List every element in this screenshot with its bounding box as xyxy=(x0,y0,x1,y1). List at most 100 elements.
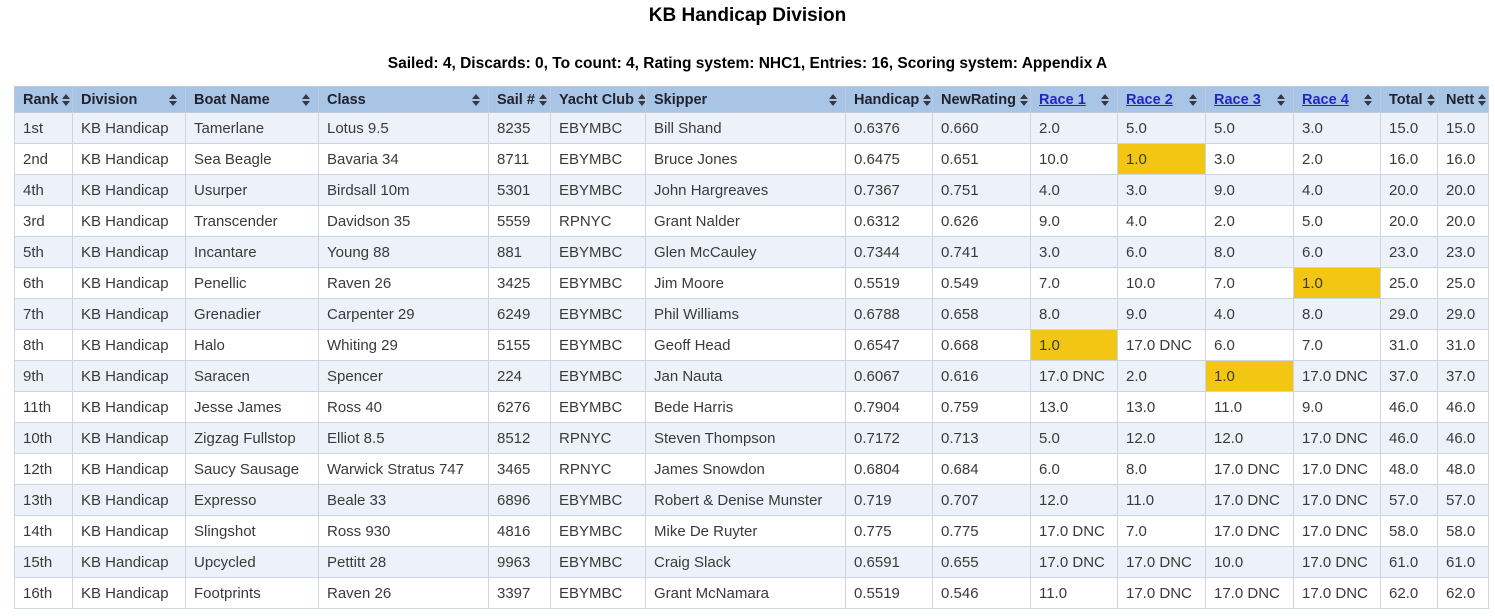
cell-boat_name: Slingshot xyxy=(185,515,319,547)
race4-link[interactable]: Race 4 xyxy=(1302,91,1349,108)
sort-arrows-icon[interactable] xyxy=(538,93,547,106)
sort-arrows-icon[interactable] xyxy=(1277,93,1285,106)
cell-sail_no: 5301 xyxy=(488,174,551,206)
table-row: 11th KB Handicap Jesse James Ross 40 6276 EBY… xyxy=(14,391,1489,423)
sort-arrows-icon[interactable] xyxy=(1101,93,1109,106)
cell-race4: 7.0 xyxy=(1293,329,1381,361)
cell-rank: 14th xyxy=(14,515,73,547)
cell-sail_no: 3425 xyxy=(488,267,551,299)
cell-new_rating: 0.658 xyxy=(932,298,1031,330)
cell-new_rating: 0.668 xyxy=(932,329,1031,361)
cell-rank: 2nd xyxy=(14,143,73,175)
column-header-boat_class[interactable]: Class xyxy=(318,86,489,113)
cell-race2: 8.0 xyxy=(1117,453,1206,485)
cell-race4: 17.0 DNC xyxy=(1293,484,1381,516)
cell-nett: 37.0 xyxy=(1437,360,1489,392)
column-label-yacht_club: Yacht Club xyxy=(559,91,634,108)
column-header-yacht_club[interactable]: Yacht Club xyxy=(550,86,646,113)
page-title: KB Handicap Division xyxy=(648,5,847,26)
cell-total: 62.0 xyxy=(1380,577,1438,609)
column-header-boat_name[interactable]: Boat Name xyxy=(185,86,319,113)
column-label-boat_name: Boat Name xyxy=(194,91,270,108)
cell-race1: 13.0 xyxy=(1030,391,1118,423)
cell-boat_class: Bavaria 34 xyxy=(318,143,489,175)
sort-arrows-icon[interactable] xyxy=(62,93,71,106)
column-header-race3[interactable]: Race 3 xyxy=(1205,86,1294,113)
sort-arrows-icon[interactable] xyxy=(1426,93,1435,106)
cell-rank: 10th xyxy=(14,422,73,454)
cell-handicap: 0.6312 xyxy=(845,205,933,237)
cell-division: KB Handicap xyxy=(72,298,186,330)
cell-total: 29.0 xyxy=(1380,298,1438,330)
cell-skipper: Bede Harris xyxy=(645,391,846,423)
cell-race2: 5.0 xyxy=(1117,112,1206,144)
column-header-skipper[interactable]: Skipper xyxy=(645,86,846,113)
cell-handicap: 0.5519 xyxy=(845,577,933,609)
column-label-sail_no: Sail # xyxy=(497,91,535,108)
column-header-race4[interactable]: Race 4 xyxy=(1293,86,1381,113)
column-header-division[interactable]: Division xyxy=(72,86,186,113)
cell-race2: 10.0 xyxy=(1117,267,1206,299)
sort-arrows-icon[interactable] xyxy=(829,93,837,106)
sort-arrows-icon[interactable] xyxy=(302,93,310,106)
cell-rank: 6th xyxy=(14,267,73,299)
cell-boat_name: Sea Beagle xyxy=(185,143,319,175)
cell-race3: 1.0 xyxy=(1205,360,1294,392)
cell-sail_no: 6276 xyxy=(488,391,551,423)
column-header-race1[interactable]: Race 1 xyxy=(1030,86,1118,113)
column-header-total[interactable]: Total xyxy=(1380,86,1438,113)
cell-sail_no: 6896 xyxy=(488,484,551,516)
cell-sail_no: 3397 xyxy=(488,577,551,609)
cell-division: KB Handicap xyxy=(72,453,186,485)
column-header-nett[interactable]: Nett xyxy=(1437,86,1489,113)
cell-new_rating: 0.751 xyxy=(932,174,1031,206)
sort-arrows-icon[interactable] xyxy=(472,93,480,106)
cell-boat_class: Elliot 8.5 xyxy=(318,422,489,454)
cell-new_rating: 0.616 xyxy=(932,360,1031,392)
cell-total: 46.0 xyxy=(1380,391,1438,423)
column-header-rank[interactable]: Rank xyxy=(14,86,73,113)
cell-yacht_club: EBYMBC xyxy=(550,391,646,423)
column-header-sail_no[interactable]: Sail # xyxy=(488,86,551,113)
cell-rank: 12th xyxy=(14,453,73,485)
cell-boat_name: Footprints xyxy=(185,577,319,609)
cell-handicap: 0.7172 xyxy=(845,422,933,454)
cell-skipper: Jim Moore xyxy=(645,267,846,299)
race2-link[interactable]: Race 2 xyxy=(1126,91,1173,108)
cell-skipper: Bruce Jones xyxy=(645,143,846,175)
cell-race3: 8.0 xyxy=(1205,236,1294,268)
sort-arrows-icon[interactable] xyxy=(169,93,177,106)
sort-arrows-icon[interactable] xyxy=(1364,93,1372,106)
cell-race4: 17.0 DNC xyxy=(1293,515,1381,547)
race1-link[interactable]: Race 1 xyxy=(1039,91,1086,108)
cell-total: 57.0 xyxy=(1380,484,1438,516)
cell-total: 20.0 xyxy=(1380,205,1438,237)
cell-nett: 23.0 xyxy=(1437,236,1489,268)
column-header-race2[interactable]: Race 2 xyxy=(1117,86,1206,113)
cell-nett: 29.0 xyxy=(1437,298,1489,330)
cell-race2: 17.0 DNC xyxy=(1117,546,1206,578)
cell-new_rating: 0.684 xyxy=(932,453,1031,485)
column-label-handicap: Handicap xyxy=(854,91,920,108)
cell-handicap: 0.5519 xyxy=(845,267,933,299)
table-row: 4th KB Handicap Usurper Birdsall 10m 5301 EBY… xyxy=(14,174,1489,206)
sort-arrows-icon[interactable] xyxy=(1189,93,1197,106)
cell-sail_no: 6249 xyxy=(488,298,551,330)
cell-race1: 1.0 xyxy=(1030,329,1118,361)
sort-arrows-icon[interactable] xyxy=(923,93,932,106)
column-header-handicap[interactable]: Handicap xyxy=(845,86,933,113)
cell-rank: 11th xyxy=(14,391,73,423)
cell-skipper: James Snowdon xyxy=(645,453,846,485)
sort-arrows-icon[interactable] xyxy=(1019,93,1028,106)
sort-arrows-icon[interactable] xyxy=(1478,93,1487,106)
race3-link[interactable]: Race 3 xyxy=(1214,91,1261,108)
column-header-new_rating[interactable]: NewRating xyxy=(932,86,1031,113)
cell-race3: 12.0 xyxy=(1205,422,1294,454)
cell-new_rating: 0.660 xyxy=(932,112,1031,144)
cell-total: 46.0 xyxy=(1380,422,1438,454)
cell-new_rating: 0.651 xyxy=(932,143,1031,175)
cell-total: 58.0 xyxy=(1380,515,1438,547)
cell-race2: 7.0 xyxy=(1117,515,1206,547)
sort-arrows-icon[interactable] xyxy=(637,93,645,106)
cell-race1: 8.0 xyxy=(1030,298,1118,330)
